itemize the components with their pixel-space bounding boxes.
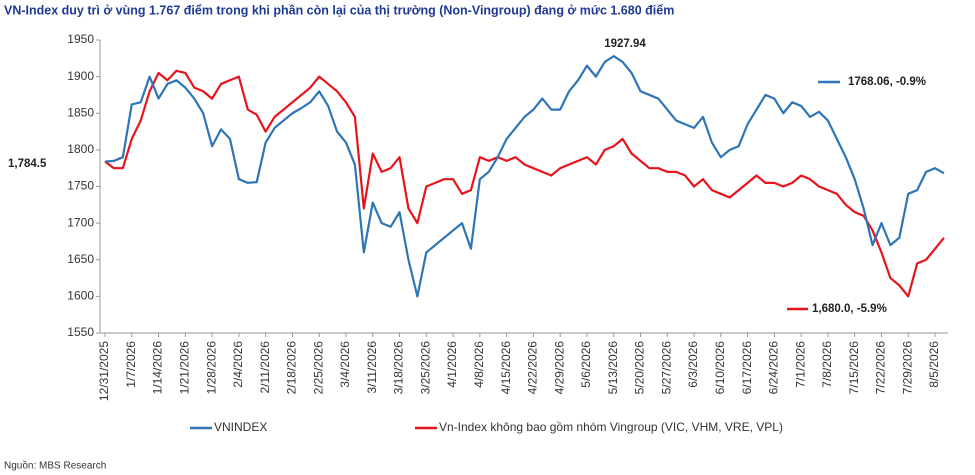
y-tick-label: 1750 [67, 179, 94, 193]
x-tick-label: 4/15/2026 [499, 341, 513, 395]
y-tick-label: 1850 [67, 105, 94, 119]
x-tick-label: 8/5/2026 [927, 341, 941, 388]
y-tick-label: 1600 [67, 289, 94, 303]
x-tick-label: 2/4/2026 [231, 341, 245, 388]
x-tick-label: 6/10/2026 [713, 341, 727, 395]
x-tick-label: 5/20/2026 [633, 341, 647, 395]
x-tick-label: 2/18/2026 [285, 341, 299, 395]
annotation: 1,680.0, -5.9% [812, 303, 887, 315]
x-tick-label: 1/7/2026 [124, 341, 138, 388]
x-tick-label: 2/25/2026 [311, 341, 325, 395]
legend-label: VNINDEX [214, 420, 267, 434]
series-line [104, 69, 945, 298]
x-tick-label: 7/29/2026 [900, 341, 914, 395]
x-tick-label: 6/24/2026 [767, 341, 781, 395]
y-tick-label: 1700 [67, 215, 94, 229]
x-tick-label: 3/18/2026 [392, 341, 406, 395]
x-tick-label: 4/8/2026 [472, 341, 486, 388]
x-tick-label: 3/11/2026 [365, 341, 379, 394]
annotation: 1,784.5 [8, 158, 47, 170]
chart-title: VN-Index duy trì ở vùng 1.767 điểm trong… [4, 3, 674, 17]
legend-label: Vn-Index không bao gồm nhóm Vingroup (VI… [439, 420, 783, 434]
x-tick-label: 4/29/2026 [552, 341, 566, 395]
y-tick-label: 1900 [67, 69, 94, 83]
y-tick-label: 1550 [67, 325, 94, 339]
x-tick-label: 3/25/2026 [418, 341, 432, 395]
annotation: 1927.94 [604, 38, 646, 50]
x-tick-label: 6/3/2026 [686, 341, 700, 388]
x-tick-label: 5/13/2026 [606, 341, 620, 395]
y-tick-label: 1800 [67, 142, 94, 156]
annotation: 1768.06, -0.9% [848, 76, 926, 88]
x-tick-label: 7/15/2026 [847, 341, 861, 395]
x-tick-label: 7/8/2026 [820, 341, 834, 388]
x-tick-label: 12/31/2025 [97, 341, 111, 401]
series-line [104, 55, 945, 298]
x-tick-label: 6/17/2026 [740, 341, 754, 395]
x-tick-label: 5/27/2026 [659, 341, 673, 395]
source: Nguồn: MBS Research [4, 460, 106, 472]
x-tick-label: 7/22/2026 [874, 341, 888, 395]
x-tick-label: 3/4/2026 [338, 341, 352, 388]
x-tick-label: 2/11/2026 [258, 341, 272, 394]
x-tick-label: 5/6/2026 [579, 341, 593, 388]
x-tick-label: 4/22/2026 [526, 341, 540, 395]
x-tick-label: 4/1/2026 [445, 341, 459, 388]
x-tick-label: 1/21/2026 [177, 341, 191, 395]
y-tick-label: 1650 [67, 252, 94, 266]
x-tick-label: 1/28/2026 [204, 341, 218, 395]
y-tick-label: 1950 [67, 32, 94, 46]
x-tick-label: 7/1/2026 [793, 341, 807, 388]
x-tick-label: 1/14/2026 [151, 341, 165, 395]
